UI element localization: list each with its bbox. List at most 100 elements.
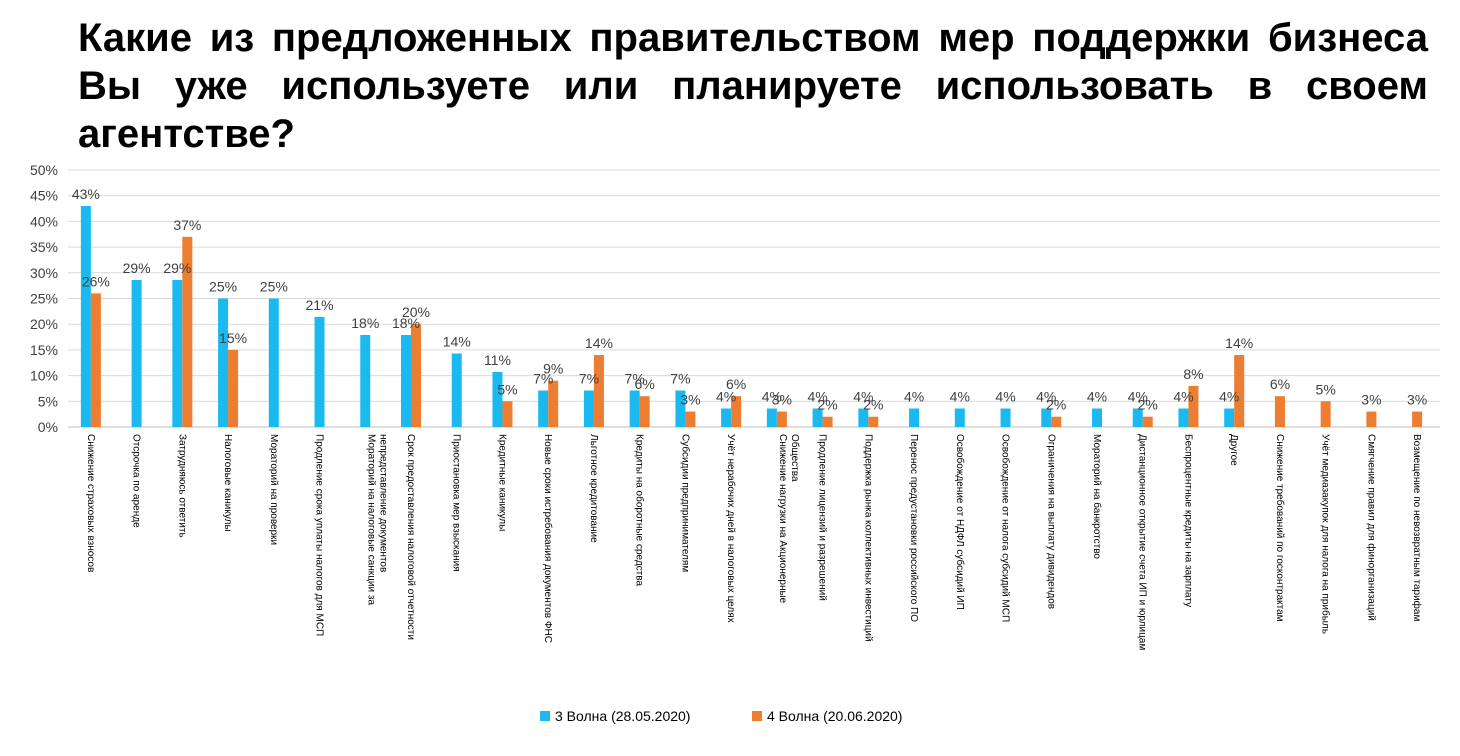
category-label: Учёт медиазакупок для налога на прибыль — [1320, 434, 1332, 634]
category-label: Приостановка мер взыскания — [451, 434, 462, 572]
data-label-series-2: 3% — [680, 392, 700, 408]
page-title: Какие из предложенных правительством мер… — [78, 16, 1428, 156]
data-label-series-1: 43% — [72, 186, 100, 202]
bar-series-2 — [411, 324, 421, 427]
category-label-group: Мораторий на проверки — [268, 434, 279, 545]
bar-series-2 — [1234, 355, 1245, 427]
category-label-group: Перенос предустановки российского ПО — [908, 434, 919, 622]
category-label-group: Новые сроки истребования документов ФНС — [542, 434, 554, 643]
data-label-series-2: 5% — [1316, 381, 1336, 397]
legend-label: 3 Волна (28.05.2020) — [555, 708, 690, 724]
data-label-series-1: 29% — [163, 260, 191, 276]
bar-series-1 — [131, 279, 142, 427]
data-label-series-2: 26% — [82, 273, 110, 289]
category-label: Другое — [1228, 434, 1239, 466]
y-tick-label: 30% — [30, 265, 58, 281]
data-label-series-1: 4% — [904, 388, 924, 404]
data-labels: 43%26%29% 29%37%25%15%25%21%18% 18%20%14%1… — [72, 186, 1427, 413]
bar-series-2 — [1274, 396, 1285, 427]
data-label-series-2: 14% — [1225, 335, 1253, 351]
data-label-series-1: 4% — [1219, 388, 1239, 404]
data-label-series-1: 21% — [306, 297, 334, 313]
bar-series-2 — [639, 396, 650, 427]
category-label: Льготное кредитование — [588, 434, 599, 543]
category-label: Дистанционное открытие счета ИП и юрлица… — [1137, 434, 1148, 650]
gridlines — [68, 169, 1440, 428]
data-label-series-2: 2% — [863, 397, 883, 413]
bar-series-1 — [401, 334, 411, 427]
legend-label: 4 Волна (20.06.2020) — [767, 708, 902, 724]
bar-series-1 — [80, 205, 91, 427]
bar-series-1 — [268, 298, 279, 427]
y-tick-label: 35% — [30, 239, 58, 255]
bar-series-2 — [731, 396, 742, 427]
bar-series-1 — [629, 390, 640, 427]
category-label: Новые сроки истребования документов ФНС — [542, 434, 554, 643]
legend-swatch — [752, 711, 762, 721]
data-label-series-1: 7% — [533, 371, 553, 387]
data-label-series-1: 7% — [579, 371, 599, 387]
data-label-series-1: 4% — [1087, 388, 1107, 404]
data-label-series-2: 6% — [635, 376, 655, 392]
bar-series-1 — [766, 408, 777, 427]
y-tick-label: 10% — [30, 368, 58, 384]
bar-series-1 — [538, 390, 549, 427]
y-axis-tick-labels: 0% 5% 10% 15% 20% 25% 30% 35% 40% 45% 50% — [30, 162, 58, 435]
data-label-series-2: 3% — [1361, 392, 1381, 408]
bar-series-1 — [1224, 408, 1235, 427]
bar-series-1 — [1132, 408, 1143, 427]
data-label-series-2: 20% — [402, 304, 430, 320]
data-label-series-2: 3% — [1407, 392, 1427, 408]
y-tick-label: 20% — [30, 316, 58, 332]
category-label: Продление лицензий и разрешений — [817, 434, 828, 601]
bar-series-2 — [685, 411, 696, 427]
category-label-group: Кредиты на оборотные средства — [634, 434, 646, 586]
bar-series-2 — [776, 411, 787, 427]
category-label-group: Приостановка мер взыскания — [451, 434, 462, 572]
category-label-group: Продление лицензий и разрешений — [817, 434, 828, 601]
bar-series-2 — [868, 416, 879, 427]
y-tick-label: 0% — [38, 419, 58, 435]
bar-series-1 — [218, 298, 229, 427]
data-label-series-2: 37% — [173, 217, 201, 233]
data-label-series-1: 18% — [392, 315, 420, 331]
data-label-series-2: 2% — [817, 397, 837, 413]
category-label-group: Дистанционное открытие счета ИП и юрлица… — [1137, 434, 1148, 650]
bar-series-1 — [1041, 408, 1052, 427]
bar-series-2 — [822, 416, 833, 427]
bar-series-1 — [583, 390, 594, 427]
category-label-group: Учёт медиазакупок для налога на прибыль — [1320, 434, 1332, 634]
category-label: Снижение страховых взносов — [85, 434, 96, 572]
data-label-series-2: 2% — [1138, 397, 1158, 413]
category-label: Отсрочка по аренде — [131, 434, 142, 528]
data-label-series-1: 29% — [123, 260, 151, 276]
category-label-group: Ограничения на выплату дивидендов — [1045, 434, 1056, 609]
data-label-series-1: 14% — [443, 333, 471, 349]
category-label-group: Мораторий на банкротство — [1091, 434, 1103, 559]
category-label-group: Срок предоставления налоговой отчетности — [405, 434, 416, 640]
y-tick-label: 45% — [30, 188, 58, 204]
data-label-series-2: 8% — [1183, 366, 1203, 382]
category-label: Освобождение от НДФЛ субсидий ИП — [954, 434, 966, 610]
bar-series-1 — [492, 372, 503, 427]
category-label: Смягчение правил для финорганизаций — [1365, 434, 1377, 621]
x-axis-category-labels: Снижение страховых взносов Отсрочка по ар… — [85, 434, 1423, 650]
category-label-group: Учёт нерабочих дней в налоговых целях — [725, 434, 737, 623]
bar-series-1 — [675, 390, 686, 427]
category-label: Срок предоставления налоговой отчетности — [405, 434, 416, 640]
category-label-group: Субсидии предпринимателям — [679, 434, 691, 572]
bars — [80, 205, 1423, 427]
category-label-group: Продление срока уплаты налогов для МСП — [314, 434, 325, 636]
category-label: Освобождение от налога субсидий МСП — [1000, 434, 1012, 622]
data-label-series-1: 4% — [762, 388, 782, 404]
category-label: Снижение нагрузки на Акционерные — [777, 434, 788, 604]
bar-series-2 — [548, 380, 559, 427]
category-label: Кредитные каникулы — [496, 434, 507, 531]
category-label-group: Другое — [1228, 434, 1239, 466]
category-label-group: Затрудняюсь ответить — [176, 434, 187, 538]
bar-series-1 — [909, 408, 920, 427]
data-label-series-2: 15% — [219, 330, 247, 346]
category-label: Субсидии предпринимателям — [679, 434, 691, 572]
bar-series-2 — [1051, 416, 1062, 427]
